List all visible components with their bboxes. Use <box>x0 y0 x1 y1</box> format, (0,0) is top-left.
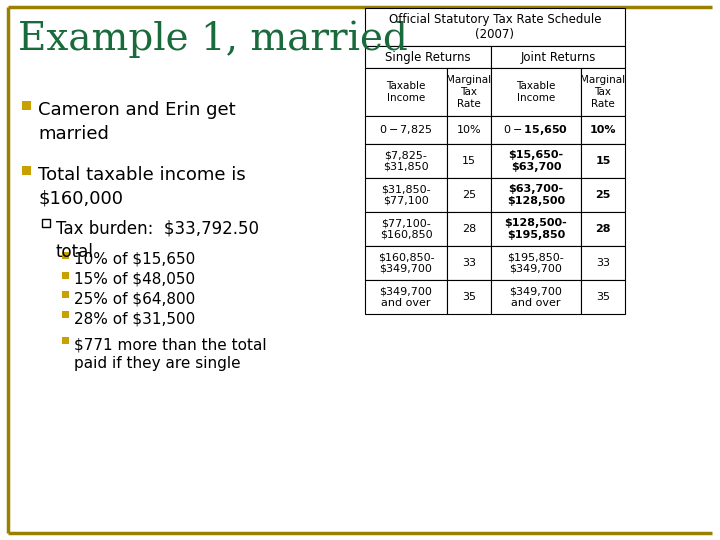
Bar <box>491 246 581 280</box>
Text: Joint Returns: Joint Returns <box>521 51 595 64</box>
Bar <box>365 280 447 314</box>
Bar <box>62 311 69 318</box>
Text: Official Statutory Tax Rate Schedule
(2007): Official Statutory Tax Rate Schedule (20… <box>389 13 601 41</box>
Text: Total taxable income is
$160,000: Total taxable income is $160,000 <box>38 166 246 207</box>
Text: 15: 15 <box>462 156 476 166</box>
Bar <box>365 246 447 280</box>
Text: 33: 33 <box>596 258 610 268</box>
Bar <box>491 46 625 68</box>
Bar <box>581 68 625 116</box>
Bar <box>22 166 31 175</box>
Text: Example 1, married: Example 1, married <box>18 21 408 58</box>
Bar <box>581 212 625 246</box>
Bar <box>365 178 447 212</box>
Text: Marginal
Tax
Rate: Marginal Tax Rate <box>446 76 492 109</box>
Text: 25% of $64,800: 25% of $64,800 <box>74 291 195 306</box>
Bar <box>447 280 491 314</box>
Text: $15,650-
$63,700: $15,650- $63,700 <box>508 150 564 172</box>
Text: 33: 33 <box>462 258 476 268</box>
Text: Cameron and Erin get
married: Cameron and Erin get married <box>38 101 235 143</box>
Bar <box>447 116 491 144</box>
Text: 15% of $48,050: 15% of $48,050 <box>74 272 195 287</box>
Text: 25: 25 <box>462 190 476 200</box>
Text: 10% of $15,650: 10% of $15,650 <box>74 252 195 267</box>
Bar <box>447 68 491 116</box>
Bar <box>365 68 447 116</box>
Bar <box>581 246 625 280</box>
Bar <box>581 144 625 178</box>
Text: 28: 28 <box>595 224 611 234</box>
Bar <box>491 280 581 314</box>
Text: 28% of $31,500: 28% of $31,500 <box>74 311 195 326</box>
Bar <box>581 116 625 144</box>
Text: Marginal
Tax
Rate: Marginal Tax Rate <box>580 76 626 109</box>
Bar <box>491 212 581 246</box>
Text: $349,700
and over: $349,700 and over <box>510 286 562 308</box>
Text: Tax burden:  $33,792.50
total: Tax burden: $33,792.50 total <box>56 219 259 261</box>
Text: $349,700
and over: $349,700 and over <box>379 286 433 308</box>
Bar <box>447 178 491 212</box>
Bar <box>62 252 69 259</box>
Text: $77,100-
$160,850: $77,100- $160,850 <box>379 218 432 240</box>
Bar <box>581 280 625 314</box>
Bar <box>491 178 581 212</box>
Text: Taxable
Income: Taxable Income <box>516 81 556 103</box>
Bar <box>365 212 447 246</box>
Text: $0-$7,825: $0-$7,825 <box>379 124 433 137</box>
Text: $195,850-
$349,700: $195,850- $349,700 <box>508 252 564 274</box>
Text: 15: 15 <box>595 156 611 166</box>
Text: 35: 35 <box>462 292 476 302</box>
Text: $7,825-
$31,850: $7,825- $31,850 <box>383 150 429 172</box>
Bar <box>365 46 491 68</box>
Text: $0-$15,650: $0-$15,650 <box>503 123 569 137</box>
Bar <box>491 68 581 116</box>
Bar <box>62 291 69 298</box>
Bar <box>491 144 581 178</box>
Text: Taxable
Income: Taxable Income <box>387 81 426 103</box>
Text: $771 more than the total
paid if they are single: $771 more than the total paid if they ar… <box>74 337 266 371</box>
Text: $31,850-
$77,100: $31,850- $77,100 <box>381 184 431 206</box>
Text: 10%: 10% <box>456 125 481 135</box>
Bar <box>365 144 447 178</box>
Bar <box>491 116 581 144</box>
Text: Single Returns: Single Returns <box>385 51 471 64</box>
Text: 10%: 10% <box>590 125 616 135</box>
Text: 28: 28 <box>462 224 476 234</box>
Bar <box>62 272 69 279</box>
Bar <box>62 337 69 344</box>
Text: $128,500-
$195,850: $128,500- $195,850 <box>505 218 567 240</box>
Text: 35: 35 <box>596 292 610 302</box>
Bar <box>365 8 625 46</box>
Text: $160,850-
$349,700: $160,850- $349,700 <box>378 252 434 274</box>
Bar <box>42 219 50 227</box>
Text: 25: 25 <box>595 190 611 200</box>
Bar <box>581 178 625 212</box>
Bar <box>447 144 491 178</box>
Bar <box>447 212 491 246</box>
Bar <box>447 246 491 280</box>
Text: $63,700-
$128,500: $63,700- $128,500 <box>507 184 565 206</box>
Bar <box>22 101 31 110</box>
Bar <box>365 116 447 144</box>
